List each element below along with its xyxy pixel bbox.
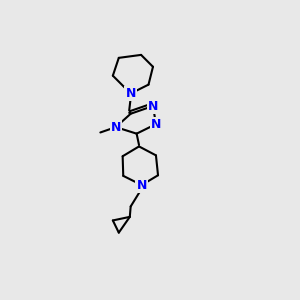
Text: N: N <box>136 178 147 192</box>
Text: N: N <box>151 118 161 130</box>
Text: N: N <box>148 100 158 112</box>
Text: N: N <box>125 87 136 100</box>
Text: N: N <box>111 121 121 134</box>
